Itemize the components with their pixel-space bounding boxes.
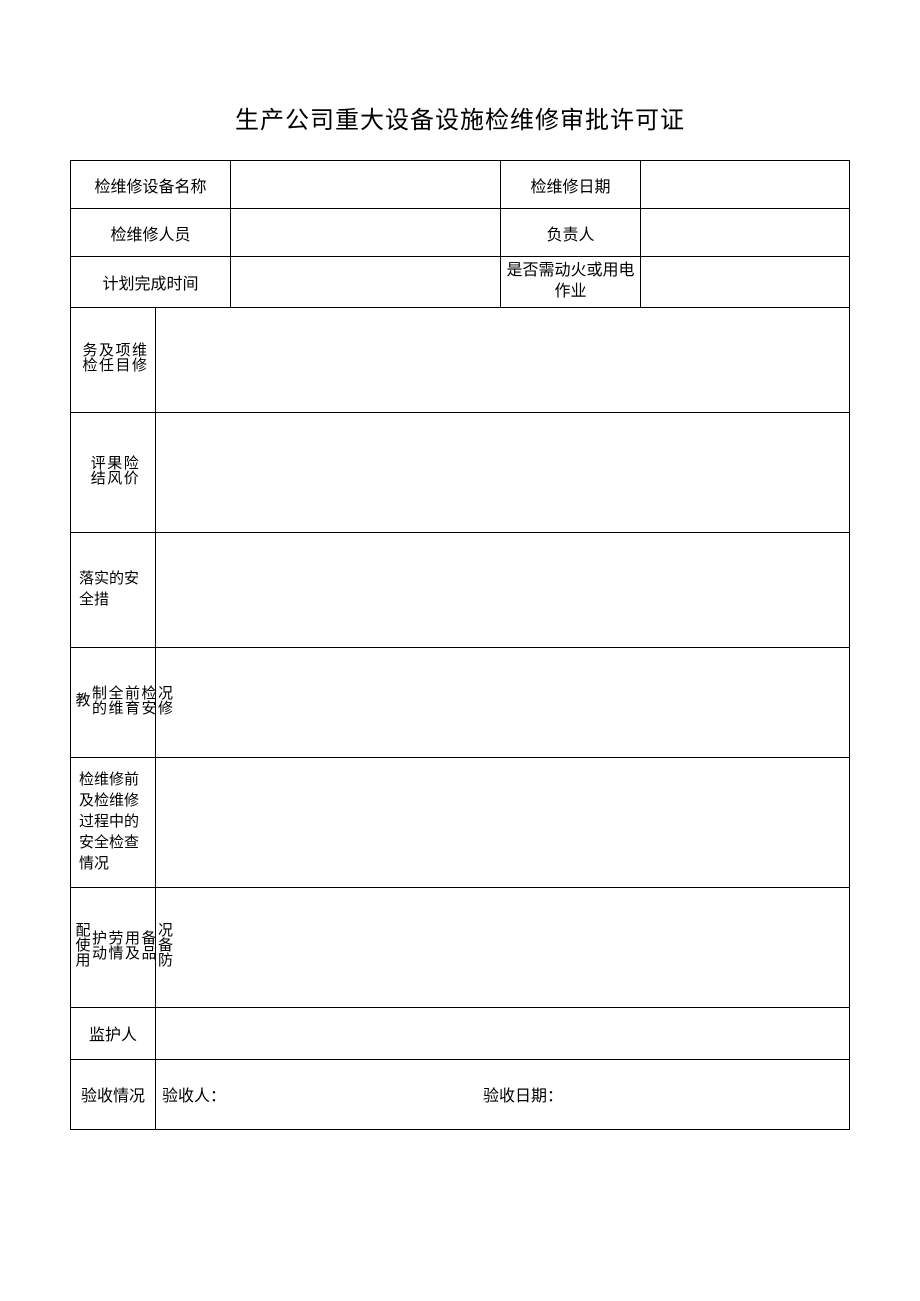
section-6-label: 况备防备品用及劳情护动配使用 (73, 922, 172, 967)
section-row-4: 况修检安前育全维制的教 (71, 647, 850, 757)
section-6-label-cell: 况备防备品用及劳情护动配使用 (71, 887, 156, 1007)
section-4-label-cell: 况修检安前育全维制的教 (71, 647, 156, 757)
acceptance-person-label: 验收人： (162, 1082, 483, 1106)
acceptance-row: 验收情况 验收人： 验收日期： (71, 1059, 850, 1129)
personnel-value (231, 209, 501, 257)
responsible-value (641, 209, 850, 257)
permit-table: 检维修设备名称 检维修日期 检维修人员 负责人 计划完成时间 是否需动火或用电作… (70, 160, 850, 1130)
acceptance-label: 验收情况 (71, 1059, 156, 1129)
monitor-row: 监护人 (71, 1007, 850, 1059)
header-row-3: 计划完成时间 是否需动火或用电作业 (71, 257, 850, 308)
document-title: 生产公司重大设备设施检维修审批许可证 (70, 100, 850, 135)
header-row-2: 检维修人员 负责人 (71, 209, 850, 257)
fire-electric-value (641, 257, 850, 308)
section-row-2: 险价果风评结 (71, 412, 850, 532)
monitor-label: 监护人 (71, 1007, 156, 1059)
section-3-label: 落实的安全措 (71, 532, 156, 647)
acceptance-date-label: 验收日期： (483, 1082, 845, 1106)
section-1-value (156, 307, 850, 412)
section-2-label: 险价果风评结 (88, 455, 138, 485)
page-container: 生产公司重大设备设施检维修审批许可证 检维修设备名称 检维修日期 检维修人员 负… (0, 0, 920, 1130)
equipment-name-value (231, 161, 501, 209)
section-row-3: 落实的安全措 (71, 532, 850, 647)
section-2-label-cell: 险价果风评结 (71, 412, 156, 532)
maintenance-date-label: 检维修日期 (501, 161, 641, 209)
section-1-label: 维修项目及任务检 (80, 342, 146, 372)
equipment-name-label: 检维修设备名称 (71, 161, 231, 209)
maintenance-date-value (641, 161, 850, 209)
monitor-value (156, 1007, 850, 1059)
header-row-1: 检维修设备名称 检维修日期 (71, 161, 850, 209)
plan-time-label: 计划完成时间 (71, 257, 231, 308)
acceptance-content: 验收人： 验收日期： (156, 1059, 850, 1129)
section-2-value (156, 412, 850, 532)
personnel-label: 检维修人员 (71, 209, 231, 257)
section-4-label: 况修检安前育全维制的教 (73, 685, 172, 715)
section-3-value (156, 532, 850, 647)
section-row-6: 况备防备品用及劳情护动配使用 (71, 887, 850, 1007)
fire-electric-label: 是否需动火或用电作业 (501, 257, 641, 308)
section-5-label: 检维修前及检维修过程中的安全检查情况 (71, 757, 156, 887)
section-4-value (156, 647, 850, 757)
section-row-5: 检维修前及检维修过程中的安全检查情况 (71, 757, 850, 887)
section-5-value (156, 757, 850, 887)
responsible-label: 负责人 (501, 209, 641, 257)
section-1-label-cell: 维修项目及任务检 (71, 307, 156, 412)
section-6-value (156, 887, 850, 1007)
plan-time-value (231, 257, 501, 308)
section-row-1: 维修项目及任务检 (71, 307, 850, 412)
